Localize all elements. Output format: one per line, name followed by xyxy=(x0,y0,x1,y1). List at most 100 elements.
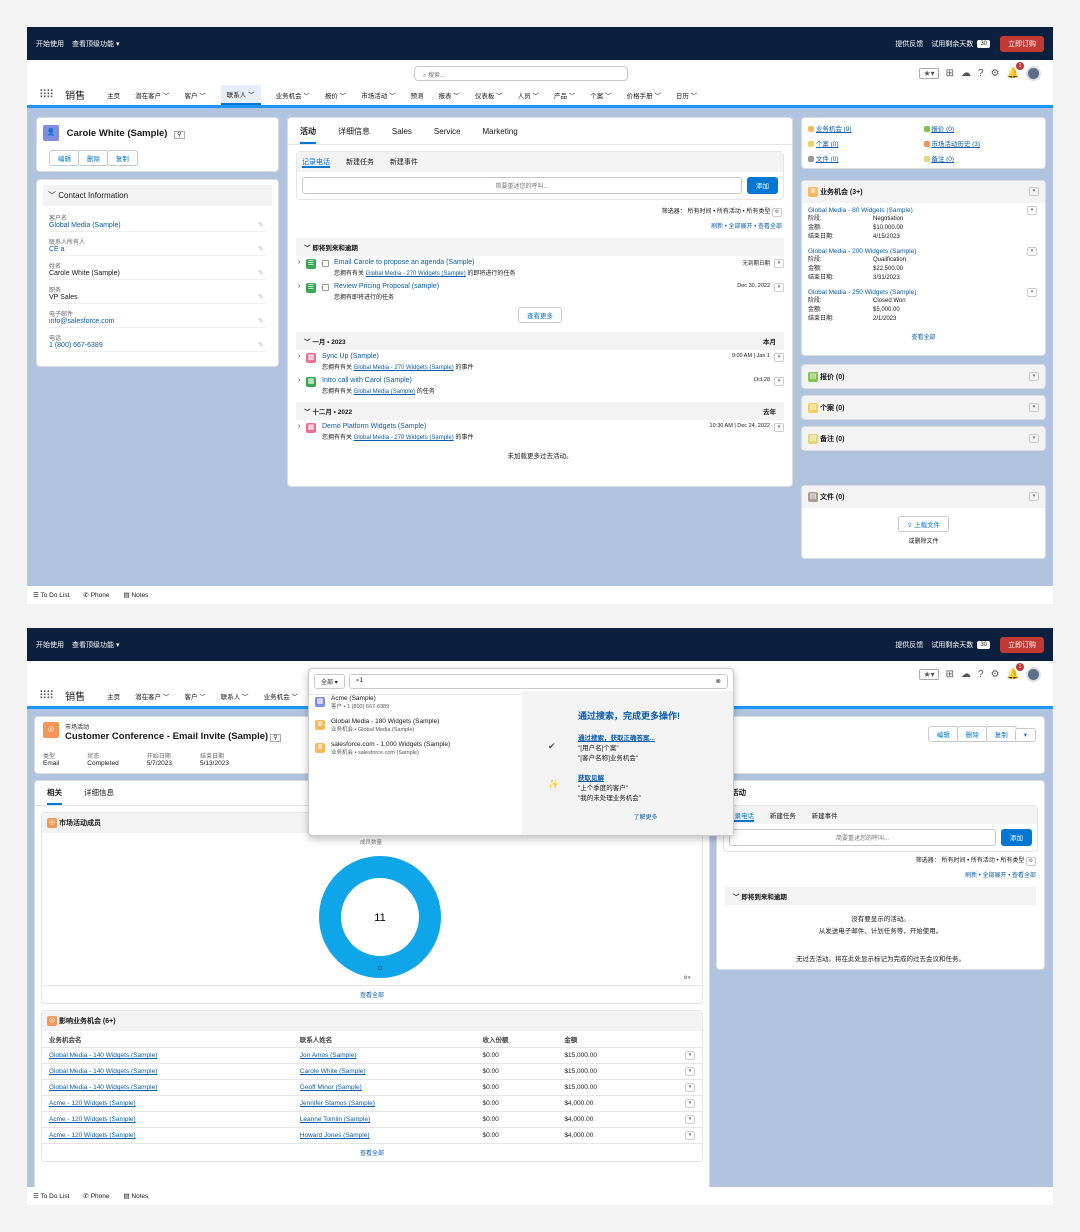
avatar[interactable] xyxy=(1026,667,1041,682)
chevron-right-icon[interactable]: › xyxy=(298,423,301,430)
pencil-icon[interactable]: ✎ xyxy=(258,318,264,325)
opportunity-link[interactable]: Global Media - 250 Widgets (Sample) xyxy=(808,289,917,297)
add-icon[interactable]: ⊞ xyxy=(945,669,955,680)
gear-icon[interactable]: ⚙ xyxy=(772,208,782,217)
advanced-features-menu[interactable]: 查看顶级功能 ▾ xyxy=(72,40,120,48)
nav-item-leads[interactable]: 潜在客户 ﹀ xyxy=(135,693,170,701)
nav-item-accounts[interactable]: 客户 ﹀ xyxy=(184,92,206,100)
nav-item-campaigns[interactable]: 市场活动 ﹀ xyxy=(361,92,396,100)
feedback-link[interactable]: 提供反馈 xyxy=(895,641,924,649)
chevron-right-icon[interactable]: › xyxy=(298,353,301,360)
contact-link[interactable]: Jennifer Stamos (Sample) xyxy=(299,1100,375,1108)
phone-button[interactable]: ✆ Phone xyxy=(83,1193,110,1200)
card-menu-button[interactable]: ▾ xyxy=(1029,434,1039,443)
todo-list-button[interactable]: ☰ To Do List xyxy=(33,592,70,599)
activity-title[interactable]: Sync Up (Sample) xyxy=(322,353,379,360)
field-value[interactable]: info@salesforce.com xyxy=(49,318,115,325)
card-menu-button[interactable]: ▾ xyxy=(1029,403,1039,412)
app-launcher-icon[interactable]: ⠿⠿ xyxy=(39,690,54,702)
chevron-right-icon[interactable]: › xyxy=(298,283,301,290)
tab-new-event[interactable]: 新建事件 xyxy=(389,159,418,166)
search-scope-select[interactable]: 全部 ▾ xyxy=(314,674,345,689)
edit-button[interactable]: 编辑 xyxy=(49,150,80,166)
help-icon[interactable]: ? xyxy=(978,68,984,79)
month-section[interactable]: ﹀ 十二月 • 2022 去年 xyxy=(296,402,784,420)
quick-link-notes[interactable]: 备注 (0) xyxy=(931,156,955,163)
opportunity-link[interactable]: Acme - 120 Widgets (Sample) xyxy=(49,1116,136,1124)
column-header[interactable]: 业务机会名 xyxy=(42,1031,293,1049)
notes-button[interactable]: ▤ Notes xyxy=(123,592,149,599)
task-checkbox[interactable] xyxy=(322,260,329,267)
pencil-icon[interactable]: ✎ xyxy=(258,222,264,229)
contact-link[interactable]: Carole White (Sample) xyxy=(299,1068,366,1076)
row-menu-button[interactable]: ▾ xyxy=(685,1115,695,1125)
nav-item-home[interactable]: 主页 xyxy=(107,92,121,100)
card-menu-button[interactable]: ▾ xyxy=(1029,372,1039,381)
activity-menu-button[interactable]: ▾ xyxy=(774,353,784,362)
hierarchy-icon[interactable]: ⚲ xyxy=(174,130,185,139)
donut-slice[interactable] xyxy=(319,856,441,978)
clone-button[interactable]: 复制 xyxy=(985,726,1017,742)
nav-item-contacts[interactable]: 联系人 ﹀ xyxy=(220,693,249,701)
quick-link-cases[interactable]: 个案 (0) xyxy=(815,141,839,148)
tab-marketing[interactable]: Marketing xyxy=(482,127,518,136)
contact-link[interactable]: Geoff Minor (Sample) xyxy=(299,1084,362,1092)
advanced-features-menu[interactable]: 查看顶级功能 ▾ xyxy=(72,641,120,649)
related-record-link[interactable]: Global Media - 270 Widgets (Sample) xyxy=(365,271,466,277)
favorites-icon[interactable]: ★▾ xyxy=(919,68,939,79)
contact-link[interactable]: Howard Jones (Sample) xyxy=(299,1132,370,1140)
tab-log-call[interactable]: 记录电话 xyxy=(728,813,754,822)
log-call-input[interactable]: 简要重述您的呼叫... xyxy=(302,177,742,194)
view-all-link[interactable]: 查看全部 xyxy=(911,335,936,342)
tab-new-task[interactable]: 新建任务 xyxy=(769,813,796,820)
nav-item-pricebooks[interactable]: 价格手册 ﹀ xyxy=(626,92,661,100)
quick-link-quotes[interactable]: 报价 (0) xyxy=(931,126,955,133)
column-header[interactable]: 金额 xyxy=(557,1031,653,1049)
buy-now-button[interactable]: 立即订购 xyxy=(1000,636,1044,653)
nav-item-leads[interactable]: 潜在客户 ﹀ xyxy=(135,92,170,100)
pencil-icon[interactable]: ✎ xyxy=(258,270,264,277)
view-more-button[interactable]: 查看更多 xyxy=(518,307,562,323)
column-header[interactable]: 收入份额 xyxy=(475,1031,558,1049)
tab-activity[interactable]: 活动 xyxy=(300,126,316,144)
tile-menu-button[interactable]: ▾ xyxy=(1027,288,1037,298)
row-menu-button[interactable]: ▾ xyxy=(685,1099,695,1109)
buy-now-button[interactable]: 立即订购 xyxy=(1000,35,1044,52)
edit-button[interactable]: 编辑 xyxy=(927,726,959,742)
insights-link[interactable]: 获取见解 xyxy=(578,775,604,782)
tab-log-call[interactable]: 记录电话 xyxy=(302,159,330,168)
gear-icon[interactable]: ⚙ xyxy=(990,669,1000,680)
getting-started-link[interactable]: 开始使用 xyxy=(36,641,64,649)
clone-button[interactable]: 复制 xyxy=(106,150,138,166)
related-record-link[interactable]: Global Media (Sample) xyxy=(353,389,416,395)
field-value[interactable]: CE a xyxy=(49,246,65,253)
view-all-link[interactable]: 查看全部 xyxy=(359,1151,384,1158)
search-result[interactable]: ▦ Acme (Sample) 客户 • 1 (800) 667-6389 xyxy=(315,695,390,710)
tab-new-task[interactable]: 新建任务 xyxy=(345,159,374,166)
activity-menu-button[interactable]: ▾ xyxy=(774,423,784,432)
row-menu-button[interactable]: ▾ xyxy=(685,1131,695,1141)
pencil-icon[interactable]: ✎ xyxy=(258,294,264,301)
field-value[interactable]: 1 (800) 667-6389 xyxy=(49,342,103,349)
delete-button[interactable]: 删除 xyxy=(956,726,988,742)
activity-links[interactable]: 刷新 • 全部展开 • 查看全部 xyxy=(711,224,782,230)
chart-settings-icon[interactable]: ⚙▾ xyxy=(683,975,691,981)
upcoming-section[interactable]: ﹀ 即将到来和逾期 xyxy=(296,238,784,256)
tile-menu-button[interactable]: ▾ xyxy=(1027,206,1037,216)
opportunity-link[interactable]: Global Media - 200 Widgets (Sample) xyxy=(808,248,917,256)
log-call-input[interactable]: 简要重述您的呼叫... xyxy=(729,829,996,846)
activity-title[interactable]: Email Carole to propose an agenda (Sampl… xyxy=(334,259,475,266)
contact-link[interactable]: Jon Amos (Sample) xyxy=(299,1052,357,1060)
nav-item-quotes[interactable]: 报价 ﹀ xyxy=(324,92,347,100)
more-actions-button[interactable]: ▾ xyxy=(1014,728,1036,742)
hierarchy-icon[interactable]: ⚲ xyxy=(270,734,281,742)
nav-item-calendar[interactable]: 日历 ﹀ xyxy=(675,92,698,100)
tab-sales[interactable]: Sales xyxy=(391,127,412,136)
opportunity-link[interactable]: Global Media - 140 Widgets (Sample) xyxy=(49,1052,158,1060)
row-menu-button[interactable]: ▾ xyxy=(685,1067,695,1077)
nav-item-forecasts[interactable]: 预测 xyxy=(410,92,424,100)
month-section[interactable]: ﹀ 一月 • 2023 本月 xyxy=(296,332,784,350)
feedback-link[interactable]: 提供反馈 xyxy=(895,40,924,48)
opportunity-link[interactable]: Acme - 120 Widgets (Sample) xyxy=(49,1132,136,1140)
upcoming-section[interactable]: ﹀ 即将到来和逾期 xyxy=(725,887,1036,905)
